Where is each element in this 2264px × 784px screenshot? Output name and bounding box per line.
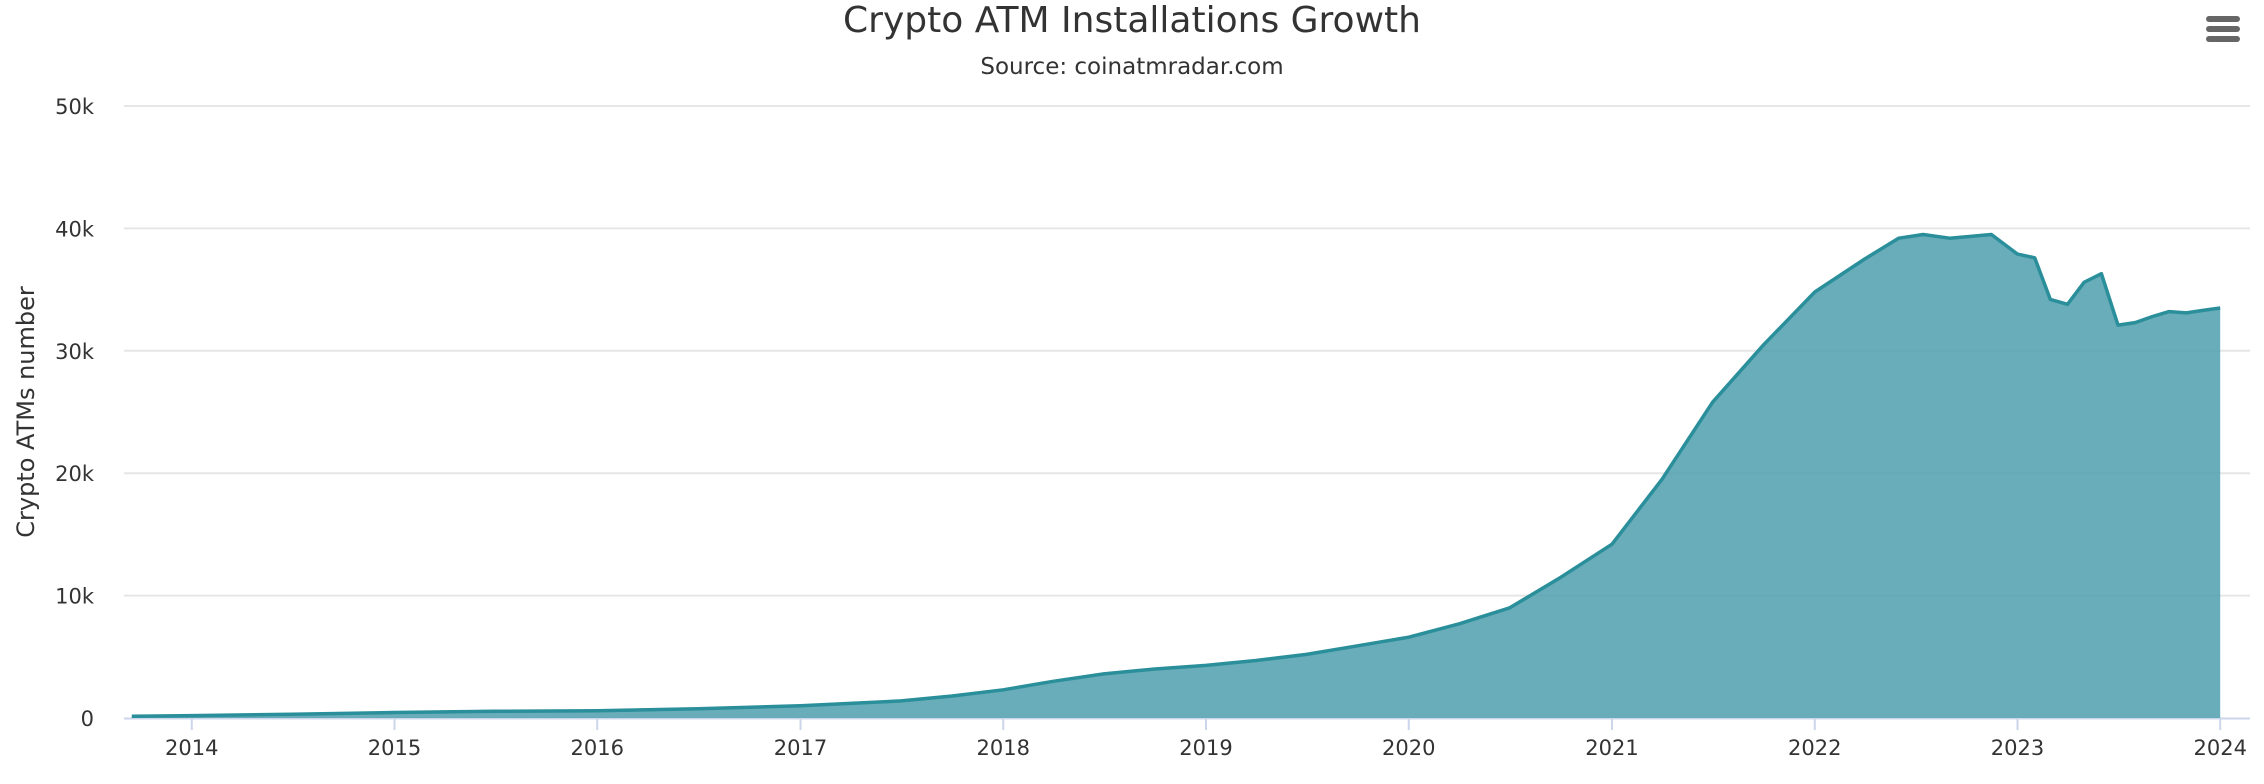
x-tick-label: 2021: [1585, 736, 1638, 760]
x-axis-ticks: 2014 2015 2016 2017 2018 2019 2020 2021 2022 2023…: [165, 718, 2247, 760]
data-point[interactable]: [1509, 607, 1510, 608]
data-point[interactable]: [2203, 310, 2204, 311]
data-point[interactable]: [1814, 292, 1815, 293]
data-point[interactable]: [2169, 311, 2170, 312]
hamburger-menu-icon[interactable]: [2200, 12, 2246, 52]
data-point[interactable]: [1357, 645, 1358, 646]
data-point[interactable]: [901, 700, 902, 701]
data-point[interactable]: [1712, 402, 1713, 403]
data-point[interactable]: [698, 708, 699, 709]
x-tick-label: 2016: [571, 736, 624, 760]
data-point[interactable]: [1612, 544, 1613, 545]
x-tick-label: 2017: [774, 736, 827, 760]
x-tick-label: 2022: [1788, 736, 1841, 760]
data-point[interactable]: [1103, 673, 1104, 674]
x-tick-label: 2015: [368, 736, 421, 760]
data-point[interactable]: [2017, 254, 2018, 255]
series-line: [131, 232, 2221, 718]
data-point[interactable]: [2186, 312, 2187, 313]
data-point[interactable]: [2050, 299, 2051, 300]
data-point[interactable]: [2118, 325, 2119, 326]
data-point[interactable]: [800, 705, 801, 706]
data-point[interactable]: [2101, 273, 2102, 274]
data-point[interactable]: [292, 714, 293, 715]
data-point[interactable]: [1949, 238, 1950, 239]
x-tick-label: 2019: [1179, 736, 1232, 760]
data-point[interactable]: [1991, 234, 1992, 235]
series-area-fill: [131, 234, 2221, 718]
data-point[interactable]: [1662, 479, 1663, 480]
data-point[interactable]: [2152, 316, 2153, 317]
y-tick-label: 10k: [55, 585, 95, 609]
y-tick-label: 30k: [55, 340, 95, 364]
data-point[interactable]: [1864, 259, 1865, 260]
data-point[interactable]: [394, 712, 395, 713]
data-point[interactable]: [495, 711, 496, 712]
data-point[interactable]: [2135, 322, 2136, 323]
data-point[interactable]: [1459, 623, 1460, 624]
x-tick-label: 2024: [2193, 736, 2246, 760]
data-point[interactable]: [2034, 257, 2035, 258]
data-point[interactable]: [2220, 308, 2221, 309]
y-tick-label: 50k: [55, 95, 95, 119]
x-tick-label: 2018: [977, 736, 1030, 760]
data-point[interactable]: [597, 710, 598, 711]
data-point[interactable]: [1898, 238, 1899, 239]
data-point[interactable]: [952, 696, 953, 697]
data-point[interactable]: [1408, 637, 1409, 638]
y-tick-label: 0: [81, 707, 94, 731]
x-tick-label: 2023: [1991, 736, 2044, 760]
data-point[interactable]: [1053, 681, 1054, 682]
data-point[interactable]: [2067, 304, 2068, 305]
y-tick-label: 20k: [55, 462, 95, 486]
data-point[interactable]: [1206, 665, 1207, 666]
y-axis-ticks: 0 10k 20k 30k 40k 50k: [55, 95, 95, 731]
data-point[interactable]: [1154, 669, 1155, 670]
data-point[interactable]: [1306, 654, 1307, 655]
chart-title: Crypto ATM Installations Growth: [843, 0, 1421, 41]
x-tick-label: 2014: [165, 736, 218, 760]
data-point[interactable]: [131, 716, 132, 717]
x-tick-label: 2020: [1382, 736, 1435, 760]
data-point[interactable]: [2084, 282, 2085, 283]
series-area: [131, 232, 2221, 718]
chart-subtitle: Source: coinatmradar.com: [980, 54, 1284, 80]
data-point[interactable]: [1560, 577, 1561, 578]
data-point[interactable]: [1003, 689, 1004, 690]
data-point[interactable]: [191, 715, 192, 716]
y-tick-label: 40k: [55, 217, 95, 241]
data-point[interactable]: [1256, 660, 1257, 661]
data-point[interactable]: [1923, 234, 1924, 235]
data-point[interactable]: [1763, 344, 1764, 345]
